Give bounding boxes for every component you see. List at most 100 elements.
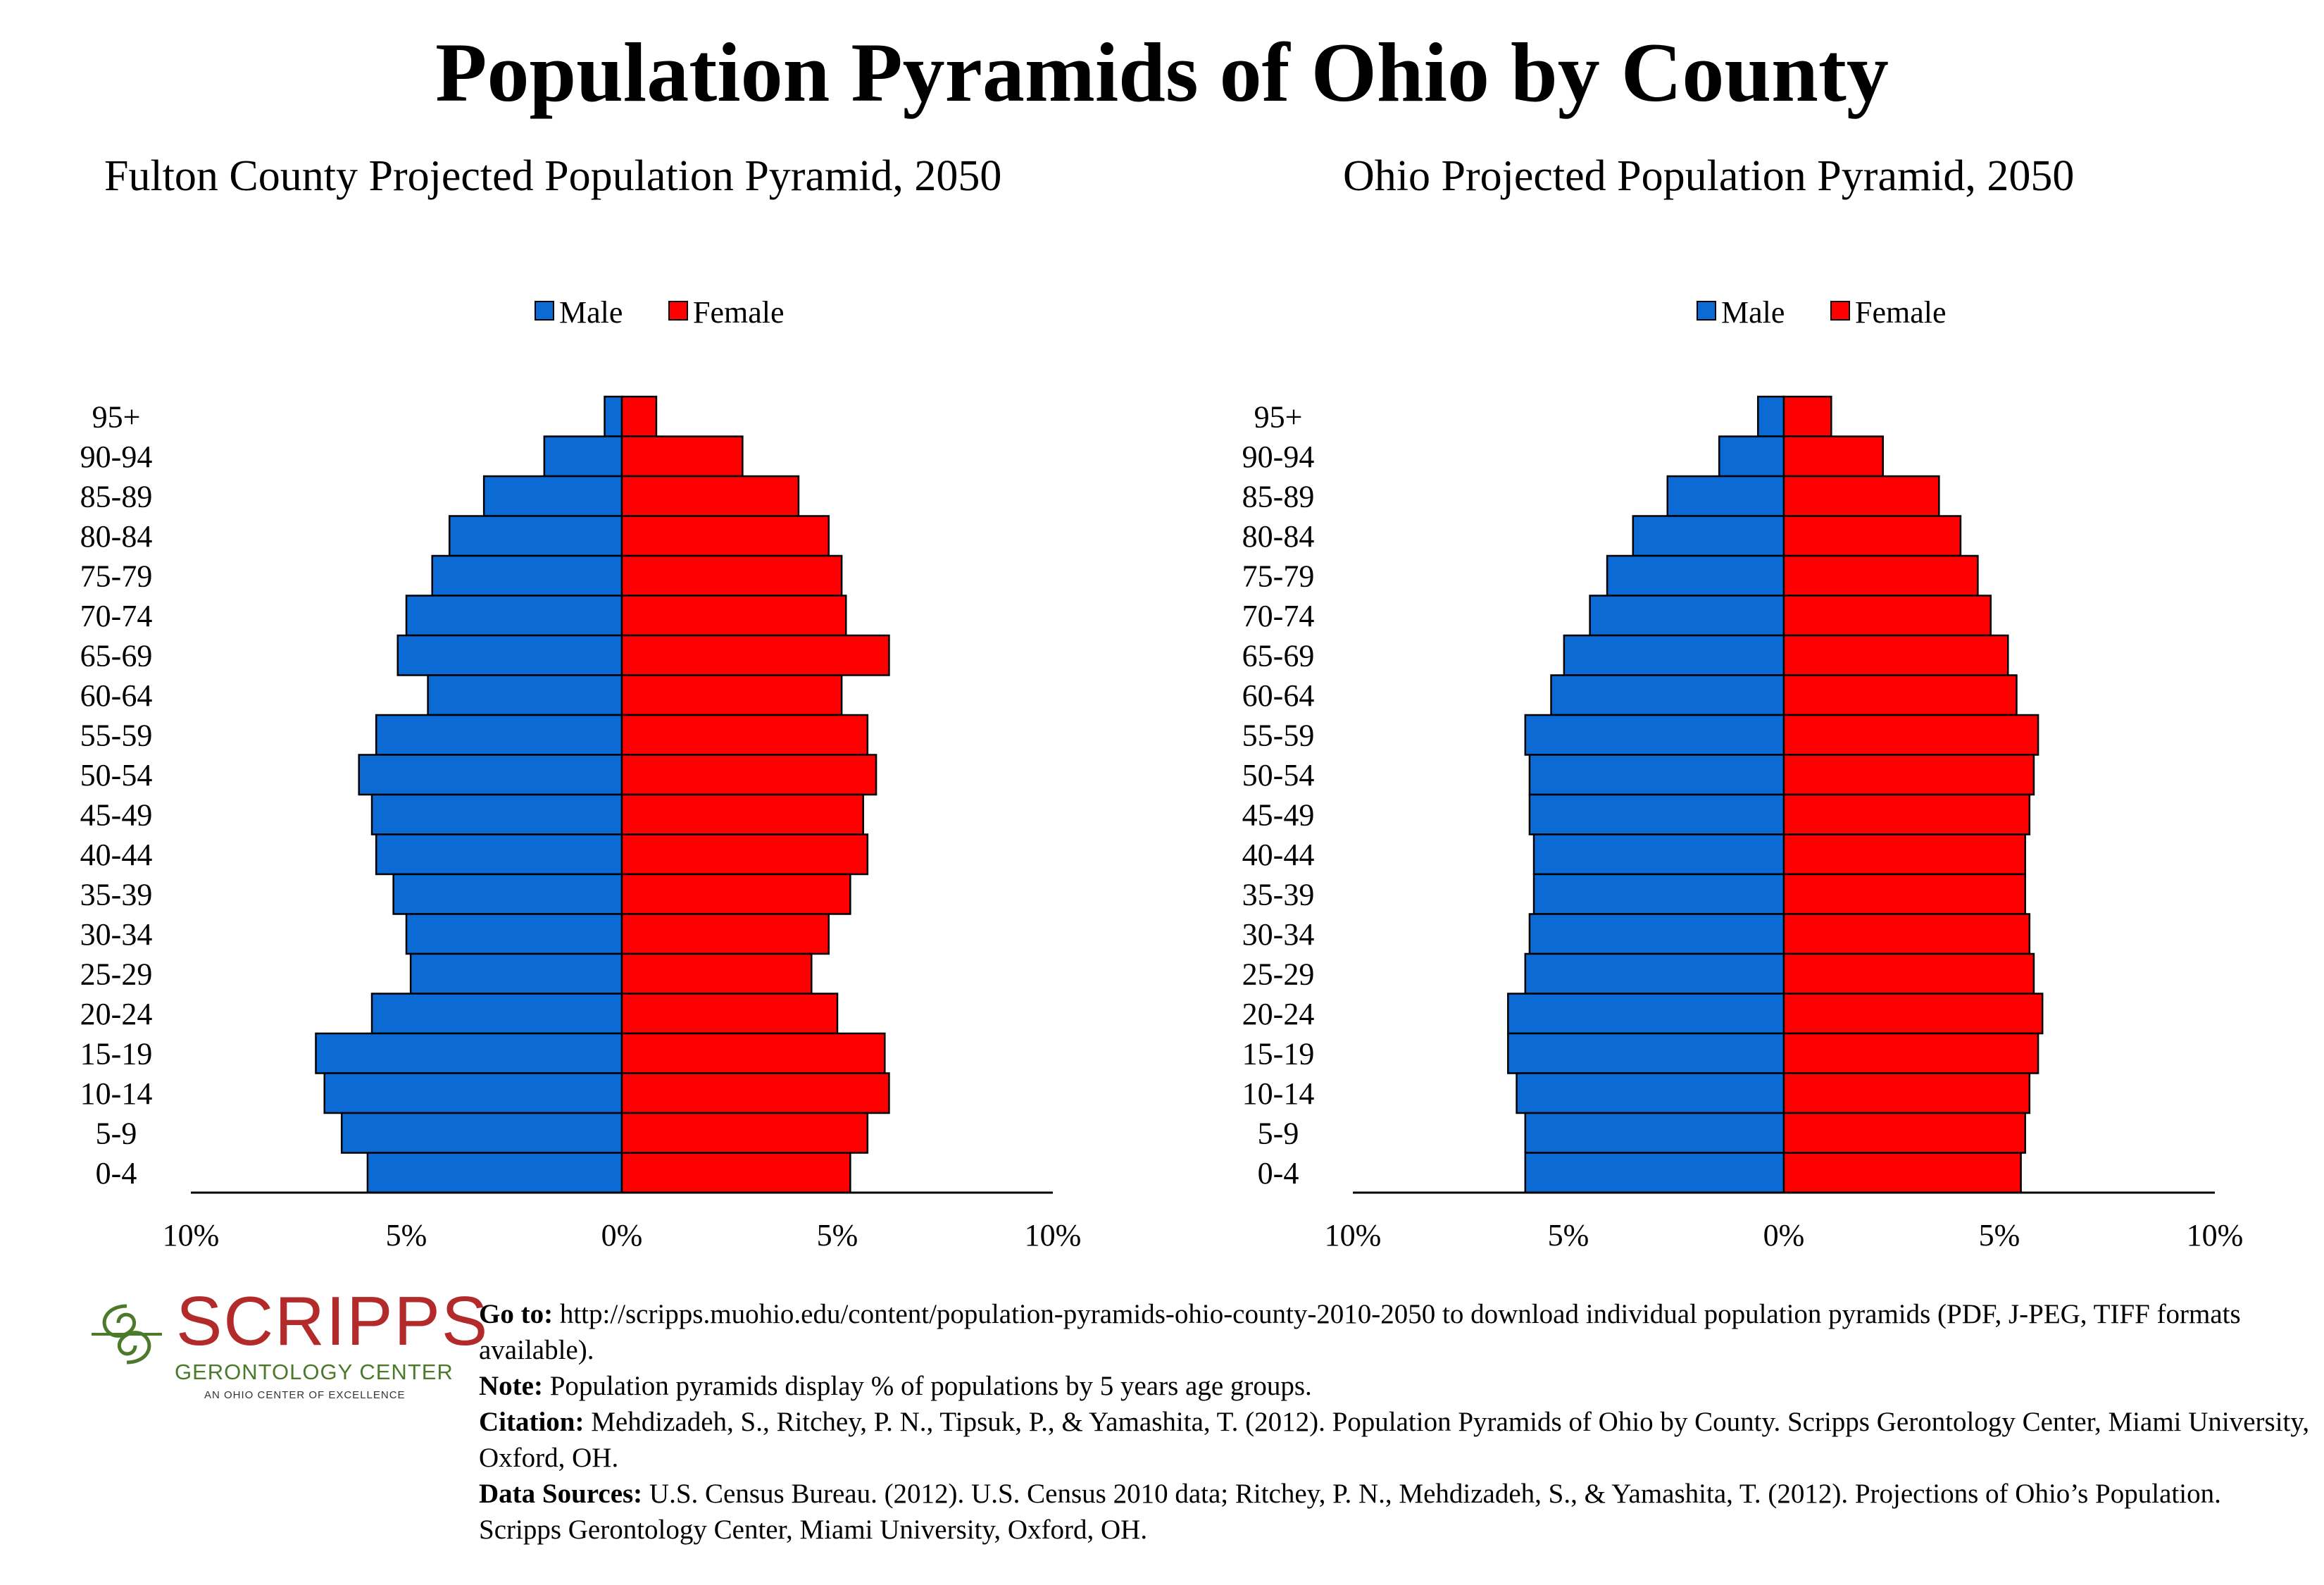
x-tick-label: 10% xyxy=(163,1218,220,1253)
age-group-label: 75-79 xyxy=(1242,559,1315,593)
age-group-label: 75-79 xyxy=(80,559,153,593)
male-bar xyxy=(1528,754,1785,796)
goto-text: http://scripps.muohio.edu/content/popula… xyxy=(479,1299,2241,1365)
age-group-label: 25-29 xyxy=(80,957,153,991)
age-group-label: 15-19 xyxy=(1242,1036,1315,1071)
female-bar xyxy=(620,1032,886,1074)
scripps-logo: SCRIPPS GERONTOLOGY CENTER AN OHIO CENTE… xyxy=(85,1282,487,1409)
sources-note: Data Sources: U.S. Census Bureau. (2012)… xyxy=(479,1476,2310,1548)
female-bar xyxy=(620,554,843,597)
male-bar xyxy=(1666,475,1785,517)
male-bar xyxy=(323,1072,623,1114)
male-bar xyxy=(431,554,623,597)
age-group-label: 90-94 xyxy=(80,440,153,474)
legend-male-swatch xyxy=(1697,301,1716,321)
male-bar xyxy=(1524,952,1785,995)
female-bar xyxy=(620,993,839,1035)
male-bar xyxy=(1507,993,1785,1035)
female-bar xyxy=(1782,1152,2022,1194)
main-title: Population Pyramids of Ohio by County xyxy=(435,25,1889,119)
female-bar xyxy=(1782,475,1940,517)
female-bar xyxy=(1782,714,2039,756)
citation-note: Citation: Mehdizadeh, S., Ritchey, P. N.… xyxy=(479,1404,2310,1476)
x-tick-label: 0% xyxy=(601,1218,643,1253)
age-group-label: 60-64 xyxy=(80,678,153,713)
age-group-label: 95+ xyxy=(92,399,141,434)
legend-male-label: Male xyxy=(559,295,623,330)
age-group-label: 0-4 xyxy=(1258,1156,1299,1191)
female-bar xyxy=(1782,674,2018,716)
male-bar xyxy=(1516,1072,1785,1114)
male-bar xyxy=(1532,833,1785,876)
male-bar xyxy=(543,435,623,478)
female-bar xyxy=(1782,1112,2026,1154)
age-group-label: 10-14 xyxy=(80,1076,153,1111)
male-bar xyxy=(370,793,623,835)
fulton-pyramid-chart: 95+ 90-94 85-89 80-84 75-79 70-74 65-69 60-64 55… xyxy=(80,295,1082,1253)
x-tick-label: 10% xyxy=(2187,1218,2244,1253)
male-bar xyxy=(366,1152,623,1194)
legend-female-label: Female xyxy=(1855,295,1947,330)
x-tick-label: 5% xyxy=(1548,1218,1589,1253)
citation-label: Citation: xyxy=(479,1407,585,1437)
male-bar xyxy=(392,873,623,915)
age-group-label: 20-24 xyxy=(80,997,153,1031)
age-group-label: 50-54 xyxy=(80,758,153,792)
female-bar xyxy=(1782,634,2009,676)
legend-female-label: Female xyxy=(693,295,785,330)
female-bar xyxy=(620,913,830,955)
male-bar xyxy=(1606,554,1785,597)
female-bar xyxy=(1782,595,1992,637)
bars-group xyxy=(315,395,890,1194)
female-bar xyxy=(1782,952,2035,995)
female-bar xyxy=(1782,1032,2039,1074)
age-group-label: 25-29 xyxy=(1242,957,1315,991)
age-group-label: 80-84 xyxy=(1242,519,1315,554)
male-bar xyxy=(427,674,623,716)
male-bar xyxy=(409,952,623,995)
male-bar xyxy=(1757,395,1785,437)
male-bar xyxy=(1589,595,1785,637)
female-bar xyxy=(620,395,658,437)
age-group-label: 45-49 xyxy=(80,797,153,832)
age-group-label: 40-44 xyxy=(1242,838,1315,872)
scripps-swirl-icon xyxy=(92,1304,162,1365)
male-bar xyxy=(1718,435,1785,478)
male-bar xyxy=(340,1112,623,1154)
x-tick-label: 0% xyxy=(1763,1218,1805,1253)
male-bar xyxy=(405,913,623,955)
age-group-label: 0-4 xyxy=(96,1156,137,1191)
female-bar xyxy=(620,952,813,995)
format-note: Note: Population pyramids display % of p… xyxy=(479,1368,2310,1404)
age-group-label: 85-89 xyxy=(80,479,153,514)
citation-text: Mehdizadeh, S., Ritchey, P. N., Tipsuk, … xyxy=(479,1407,2310,1473)
male-bar xyxy=(1524,1152,1785,1194)
female-bar xyxy=(620,714,869,756)
x-tick-label: 5% xyxy=(386,1218,427,1253)
female-bar xyxy=(620,674,843,716)
female-bar xyxy=(1782,395,1832,437)
female-bar xyxy=(1782,515,1962,557)
goto-label: Go to: xyxy=(479,1299,554,1329)
female-bar xyxy=(620,754,877,796)
female-bar xyxy=(620,634,890,676)
legend-female-swatch xyxy=(668,301,688,321)
female-bar xyxy=(1782,1072,2031,1114)
female-bar xyxy=(620,435,744,478)
female-bar xyxy=(1782,793,2031,835)
x-tick-label: 5% xyxy=(817,1218,858,1253)
female-bar xyxy=(1782,833,2026,876)
goto-note: Go to: http://scripps.muohio.edu/content… xyxy=(479,1296,2310,1368)
legend-male-label: Male xyxy=(1721,295,1785,330)
age-group-label: 10-14 xyxy=(1242,1076,1315,1111)
age-group-label: 95+ xyxy=(1254,399,1303,434)
male-bar xyxy=(448,515,623,557)
female-bar xyxy=(620,1152,851,1194)
legend-male-swatch xyxy=(535,301,554,321)
female-bar xyxy=(620,475,800,517)
male-bar xyxy=(375,833,623,876)
female-bar xyxy=(620,515,830,557)
footnotes: Go to: http://scripps.muohio.edu/content… xyxy=(479,1296,2310,1548)
age-group-label: 35-39 xyxy=(80,877,153,912)
age-group-label: 55-59 xyxy=(1242,718,1315,752)
